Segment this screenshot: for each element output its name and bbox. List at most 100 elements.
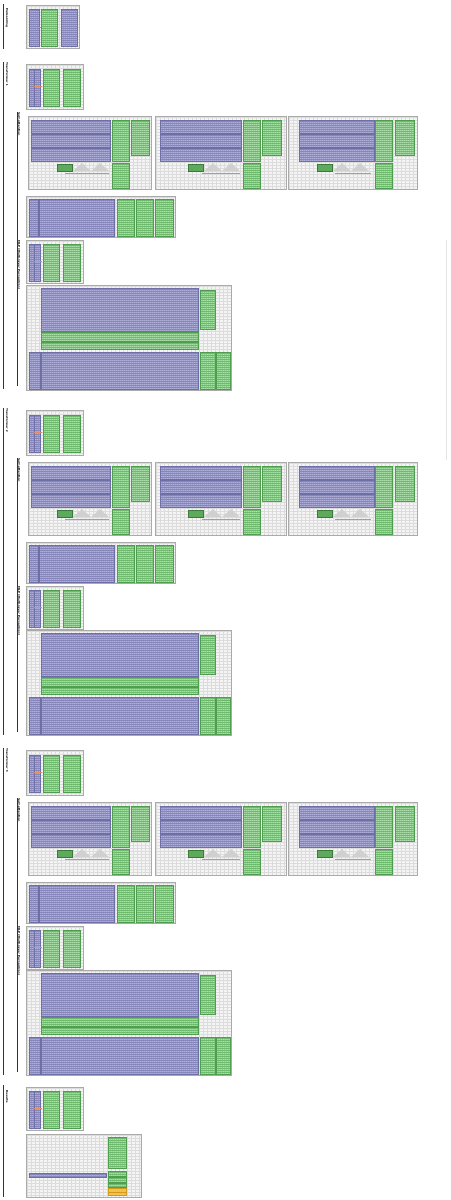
t3-h3-k — [299, 820, 375, 834]
t3-overview — [26, 750, 84, 796]
t2-proj-out — [155, 545, 174, 583]
t1-mlp-fc1 — [41, 288, 199, 332]
t1-mlp-label: MLP (Multi-layer Perceptron) — [17, 240, 21, 289]
t1-h1-mask — [73, 163, 91, 171]
t1-ov-line — [34, 86, 42, 87]
results-ov-n — [34, 1091, 41, 1129]
t3-ov-q — [34, 755, 41, 793]
t3-h3-w2 — [395, 806, 415, 842]
t2-mlp-bias1 — [41, 677, 199, 687]
t3-h1-mask — [73, 849, 91, 857]
t1-h2-out — [243, 163, 261, 189]
t2-h2-mask — [204, 509, 222, 517]
t3-self-attention-label: Self-attention — [17, 798, 21, 822]
t3-h2-k — [160, 820, 242, 834]
t1-h1-w2 — [131, 120, 150, 156]
t1-mlp-divider — [17, 240, 18, 386]
t1-h3-line — [335, 173, 371, 174]
t1-h3-mask — [333, 163, 351, 171]
t3-h3-mask2 — [351, 849, 369, 857]
t1-self-attention-label: Self-attention — [17, 112, 21, 136]
t3-h3-line — [335, 859, 371, 860]
t3-mlp-act — [41, 1027, 199, 1035]
t3-head-1 — [28, 802, 152, 876]
t2-head-3 — [288, 462, 418, 536]
t1-h1-score — [57, 164, 73, 172]
results-lm-head — [108, 1137, 127, 1169]
t1-h2-k — [160, 134, 242, 148]
t3-mlp-fc2 — [41, 1037, 199, 1075]
t3-mlp-ov-line — [34, 947, 42, 948]
t2-mlp-ov-line — [34, 607, 42, 608]
t1-h3-q — [299, 120, 375, 134]
t1-mlp-bias1 — [41, 332, 199, 342]
t2-head-1 — [28, 462, 152, 536]
t3-h2-mask2 — [222, 849, 240, 857]
t3-proj-w — [117, 885, 135, 923]
t3-proj-out — [155, 885, 174, 923]
t1-h3-k — [299, 134, 375, 148]
t3-h1-out — [112, 849, 130, 875]
t3-ov-w2 — [63, 755, 81, 793]
t1-mlp-in — [29, 352, 41, 390]
t2-h1-out — [112, 509, 130, 535]
results-detail — [26, 1134, 142, 1198]
results-softmax — [108, 1183, 127, 1188]
t1-proj-attn — [39, 199, 115, 237]
results-logits-2 — [108, 1177, 127, 1183]
t3-proj-in — [29, 885, 39, 923]
t2-proj-in — [29, 545, 39, 583]
t3-mlp-in — [29, 1037, 41, 1075]
t1-head-1 — [28, 116, 152, 190]
t2-proj-attn — [39, 545, 115, 583]
t3-h2-w — [243, 806, 261, 848]
t2-h2-mask2 — [222, 509, 240, 517]
results-label: Results — [5, 1090, 9, 1103]
t3-proj-b — [136, 885, 154, 923]
t1-h3-w — [375, 120, 393, 162]
t3-h1-line — [65, 859, 109, 860]
t1-mlp-ov-w2 — [63, 244, 81, 282]
results-overview — [26, 1087, 84, 1131]
t3-mlp-divider — [17, 926, 18, 1072]
results-ov-w1 — [43, 1091, 60, 1129]
results-logits — [108, 1171, 127, 1177]
t1-overview — [26, 64, 84, 110]
t2-h2-line — [202, 519, 240, 520]
transformer-2-divider — [3, 408, 4, 735]
t1-mlp-fc2 — [41, 352, 199, 390]
t2-attn-divider — [17, 458, 18, 588]
connector — [38, 27, 41, 28]
t1-h3-w2 — [395, 120, 415, 156]
t1-h1-out — [112, 163, 130, 189]
t3-mlp-w — [200, 975, 216, 1015]
results-ov-w2 — [63, 1091, 81, 1129]
t3-h3-score — [317, 850, 333, 858]
t3-h2-w2 — [262, 806, 282, 842]
t2-h3-w — [375, 466, 393, 508]
t3-ov-w1 — [43, 755, 60, 793]
t2-self-attention-label: Self-attention — [17, 458, 21, 482]
t3-h2-q — [160, 806, 242, 820]
t2-h1-w2 — [131, 466, 150, 502]
t2-h1-line — [65, 519, 109, 520]
t3-proj-attn — [39, 885, 115, 923]
t2-mlp-act — [41, 687, 199, 695]
t1-head-3 — [288, 116, 418, 190]
t2-mlp-ov-w1 — [43, 590, 60, 628]
embedding-label: Embedding — [5, 8, 9, 27]
t1-projection — [26, 196, 176, 238]
t3-h1-q — [31, 806, 111, 820]
t3-h1-w — [112, 806, 130, 848]
t1-proj-in — [29, 199, 39, 237]
t2-h3-w2 — [395, 466, 415, 502]
t3-h3-mask — [333, 849, 351, 857]
t2-h1-q — [31, 466, 111, 480]
t1-attn-divider — [17, 112, 18, 242]
t2-mlp-detail — [26, 630, 232, 736]
t3-mlp-ov-w2 — [63, 930, 81, 968]
t1-h2-w2 — [262, 120, 282, 156]
t2-ov-q — [34, 415, 41, 453]
t2-mlp-out1 — [200, 697, 216, 735]
t1-h2-score — [188, 164, 204, 172]
